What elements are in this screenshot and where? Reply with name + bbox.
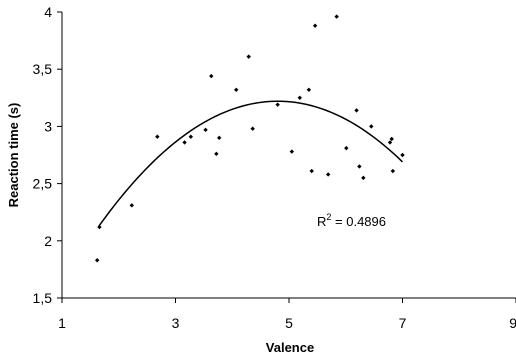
data-point: [344, 145, 349, 151]
x-axis-title: Valence: [266, 340, 314, 354]
x-tick-label: 5: [285, 315, 293, 331]
r2-value: = 0.4896: [331, 214, 386, 229]
y-axis-title: Reaction time (s): [6, 103, 21, 208]
data-point: [275, 102, 280, 107]
r2-annotation: R2 = 0.4896: [317, 212, 386, 229]
y-tick-label: 3,5: [33, 61, 53, 77]
x-tick-label: 1: [58, 315, 66, 331]
data-point: [361, 175, 366, 181]
data-point: [357, 164, 362, 169]
data-point: [246, 54, 251, 59]
data-point: [250, 126, 255, 131]
data-point: [289, 149, 295, 154]
x-tick-label: 9: [509, 315, 516, 331]
data-point: [369, 124, 374, 129]
data-point: [188, 134, 194, 139]
r2-superscript: 2: [326, 212, 331, 222]
data-point: [387, 140, 393, 145]
data-point: [312, 23, 318, 28]
data-point: [214, 151, 219, 157]
data-point: [203, 127, 208, 133]
data-point: [129, 203, 135, 208]
data-point: [390, 168, 396, 174]
data-point: [216, 135, 222, 141]
x-axis-ticks: 1 3 5 7 9: [58, 298, 516, 331]
data-point: [354, 108, 359, 113]
data-points: [94, 14, 405, 263]
trendline: [98, 100, 404, 227]
x-tick-label: 7: [399, 315, 407, 331]
data-point: [334, 14, 339, 19]
data-point: [325, 172, 331, 177]
y-tick-label: 2,5: [33, 176, 53, 192]
x-tick-label: 3: [172, 315, 180, 331]
data-point: [94, 258, 100, 263]
data-point: [297, 95, 302, 100]
data-point: [182, 140, 187, 145]
data-point: [209, 73, 214, 79]
data-point: [306, 87, 312, 92]
y-tick-label: 3: [44, 118, 52, 134]
axes: [61, 12, 516, 299]
data-point: [309, 168, 314, 174]
data-point: [155, 134, 160, 139]
y-tick-label: 2: [44, 233, 52, 249]
y-tick-label: 1,5: [33, 290, 53, 306]
data-point: [400, 152, 405, 158]
data-point: [234, 87, 239, 92]
data-point: [97, 224, 102, 230]
data-point: [389, 136, 394, 142]
y-tick-label: 4: [44, 4, 52, 20]
y-axis-ticks: 1,5 2 2,5 3 3,5 4: [33, 4, 62, 306]
r2-prefix: R: [317, 214, 326, 229]
